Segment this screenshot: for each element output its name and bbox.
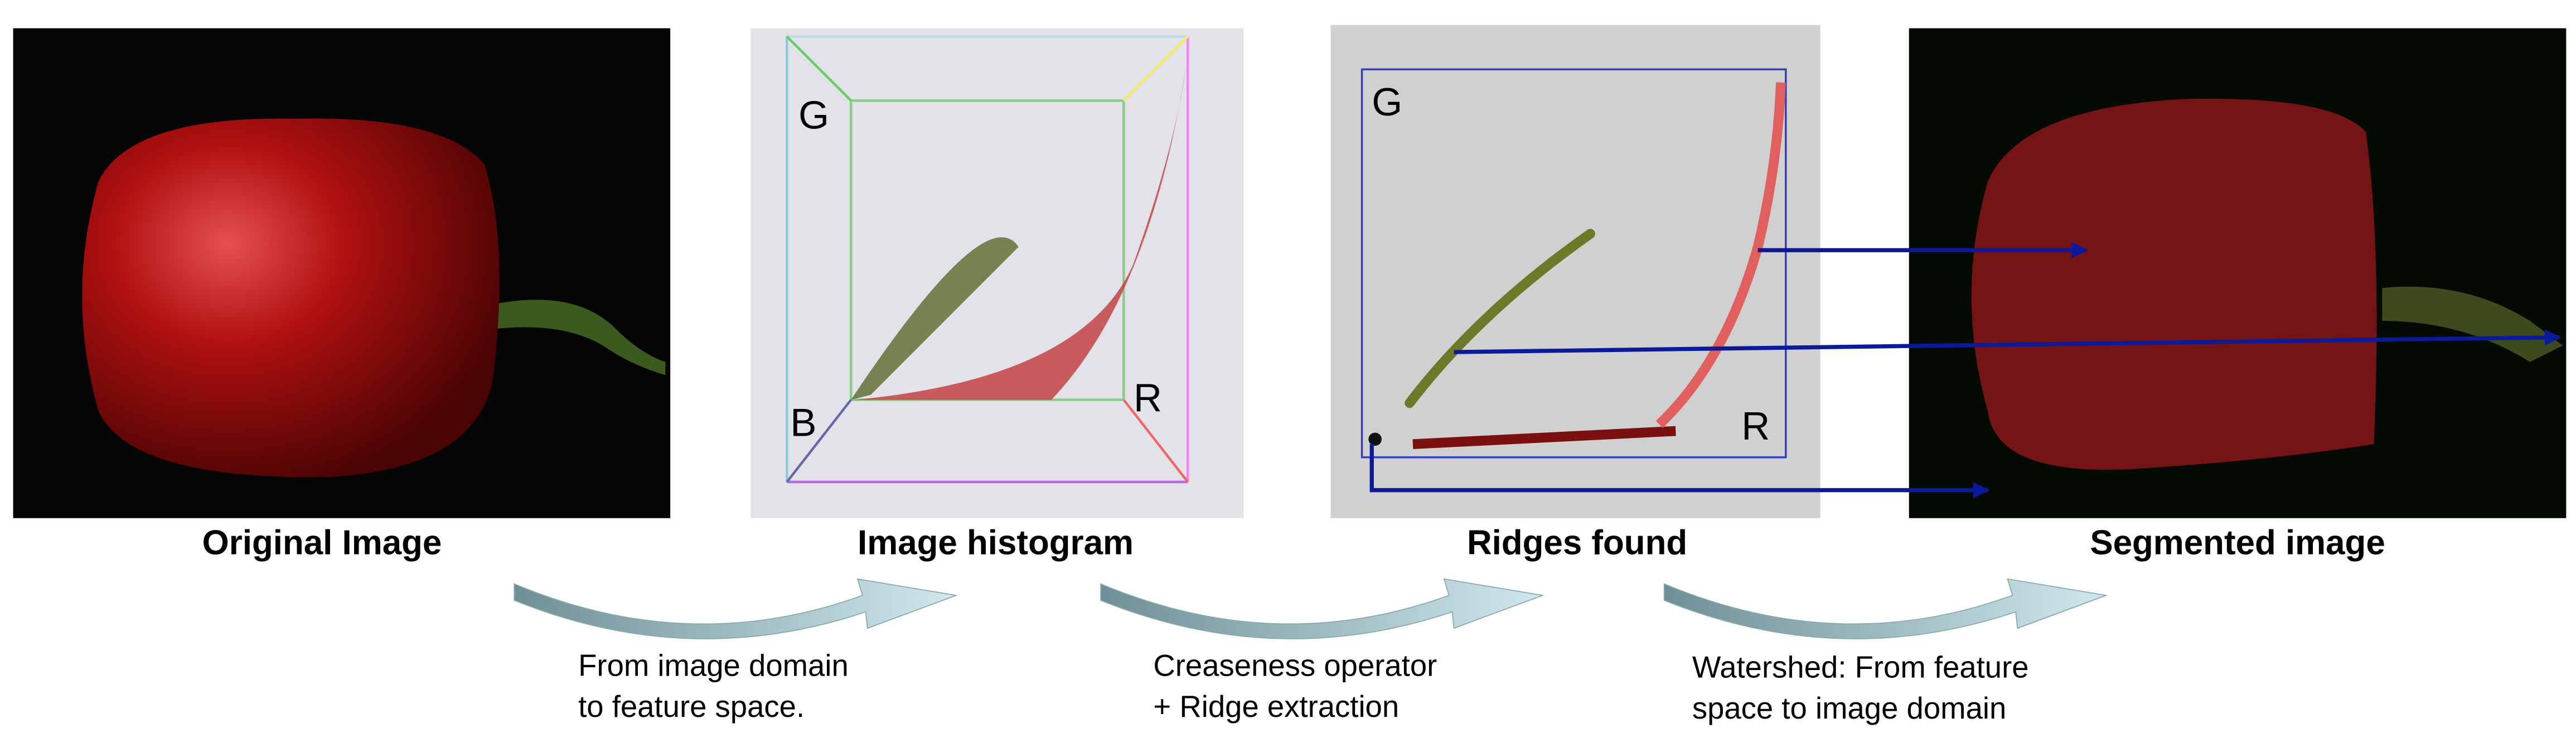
step-text: space to image domain (1692, 691, 2007, 725)
step-text: Creaseness operator (1153, 649, 1437, 683)
ridges-panel: G R (1330, 25, 1820, 518)
step-text: to feature space. (578, 690, 805, 724)
step-text: + Ridge extraction (1153, 690, 1399, 724)
segmented-image (1909, 28, 2567, 518)
caption: Image histogram (858, 524, 1134, 562)
axis-label: G (798, 93, 829, 137)
axis-label: B (790, 400, 816, 444)
caption: Ridges found (1467, 524, 1687, 562)
caption: Original Image (202, 524, 442, 562)
axis-label: R (1741, 403, 1770, 447)
mapping-arrows (1369, 242, 2562, 499)
histogram-panel: G B R (750, 28, 1244, 518)
axis-label: G (1372, 80, 1402, 124)
original-image (13, 28, 671, 518)
caption: Segmented image (2090, 524, 2385, 562)
step-text: From image domain (578, 649, 849, 683)
step-arrows (514, 578, 2108, 639)
step-text: Watershed: From feature (1692, 651, 2029, 685)
axis-label: R (1134, 375, 1162, 420)
